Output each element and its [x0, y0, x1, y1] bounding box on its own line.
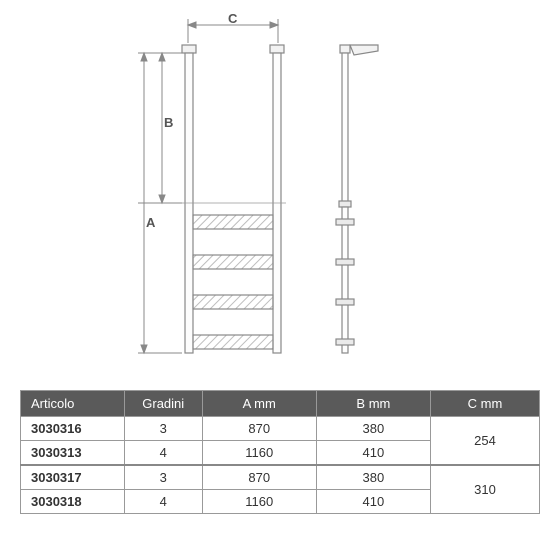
table-header-row: Articolo Gradini A mm B mm C mm — [21, 391, 540, 417]
col-b: B mm — [316, 391, 430, 417]
cell-b: 380 — [316, 465, 430, 490]
col-c: C mm — [430, 391, 539, 417]
cell-c: 310 — [430, 465, 539, 514]
spec-table: Articolo Gradini A mm B mm C mm 3030316 … — [20, 390, 540, 514]
cell-a: 870 — [202, 417, 316, 441]
cell-articolo: 3030318 — [21, 490, 125, 514]
col-a: A mm — [202, 391, 316, 417]
cell-gradini: 3 — [124, 417, 202, 441]
dim-label-a: A — [146, 215, 155, 230]
cell-gradini: 4 — [124, 490, 202, 514]
cell-b: 410 — [316, 441, 430, 466]
cell-b: 380 — [316, 417, 430, 441]
cell-articolo: 3030316 — [21, 417, 125, 441]
cell-a: 1160 — [202, 441, 316, 466]
table-row: 3030316 3 870 380 254 — [21, 417, 540, 441]
col-gradini: Gradini — [124, 391, 202, 417]
cell-a: 1160 — [202, 490, 316, 514]
cell-a: 870 — [202, 465, 316, 490]
table-row: 3030317 3 870 380 310 — [21, 465, 540, 490]
dim-label-b: B — [164, 115, 173, 130]
cell-gradini: 4 — [124, 441, 202, 466]
cell-articolo: 3030313 — [21, 441, 125, 466]
col-articolo: Articolo — [21, 391, 125, 417]
cell-b: 410 — [316, 490, 430, 514]
dim-label-c: C — [228, 11, 237, 26]
cell-articolo: 3030317 — [21, 465, 125, 490]
ladder-diagram: C B A — [130, 15, 430, 380]
cell-c: 254 — [430, 417, 539, 466]
cell-gradini: 3 — [124, 465, 202, 490]
